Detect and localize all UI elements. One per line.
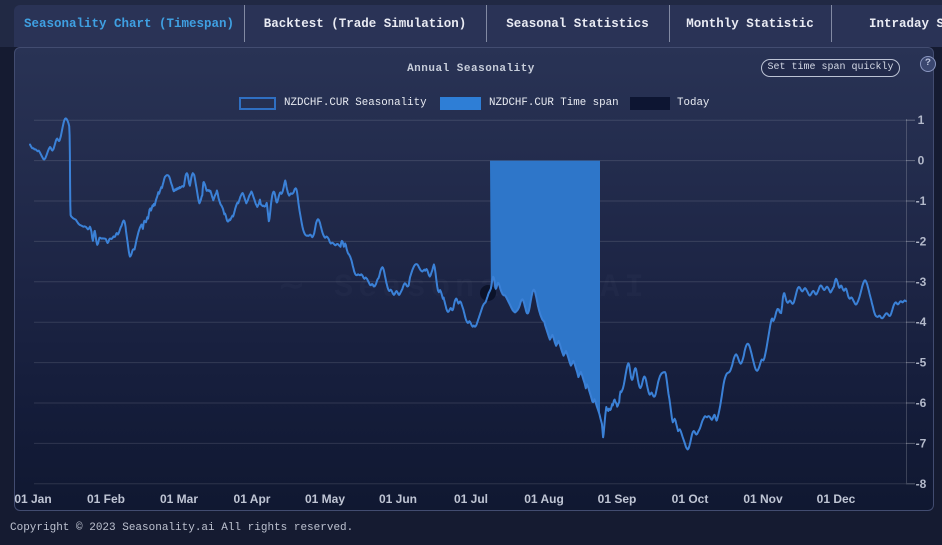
svg-text:-2: -2 <box>916 234 927 248</box>
svg-text:-1: -1 <box>916 194 927 208</box>
svg-text:-6: -6 <box>916 396 927 410</box>
svg-text:01 Jul: 01 Jul <box>454 492 488 506</box>
svg-text:01 Oct: 01 Oct <box>672 492 709 506</box>
svg-text:-7: -7 <box>916 436 927 450</box>
svg-text:-4: -4 <box>916 315 927 329</box>
svg-text:01 Apr: 01 Apr <box>234 492 271 506</box>
svg-text:-3: -3 <box>916 275 927 289</box>
svg-text:01 Feb: 01 Feb <box>87 492 125 506</box>
svg-text:01 Nov: 01 Nov <box>743 492 783 506</box>
svg-text:01 Dec: 01 Dec <box>817 492 856 506</box>
svg-text:01 Aug: 01 Aug <box>524 492 564 506</box>
svg-text:0: 0 <box>918 154 925 168</box>
svg-text:01 Mar: 01 Mar <box>160 492 198 506</box>
svg-text:-8: -8 <box>916 477 927 491</box>
svg-text:01 May: 01 May <box>305 492 345 506</box>
svg-text:-5: -5 <box>916 356 927 370</box>
svg-text:01 Jan: 01 Jan <box>14 492 51 506</box>
svg-text:01 Jun: 01 Jun <box>379 492 417 506</box>
svg-text:01 Sep: 01 Sep <box>598 492 637 506</box>
svg-text:1: 1 <box>918 113 925 127</box>
